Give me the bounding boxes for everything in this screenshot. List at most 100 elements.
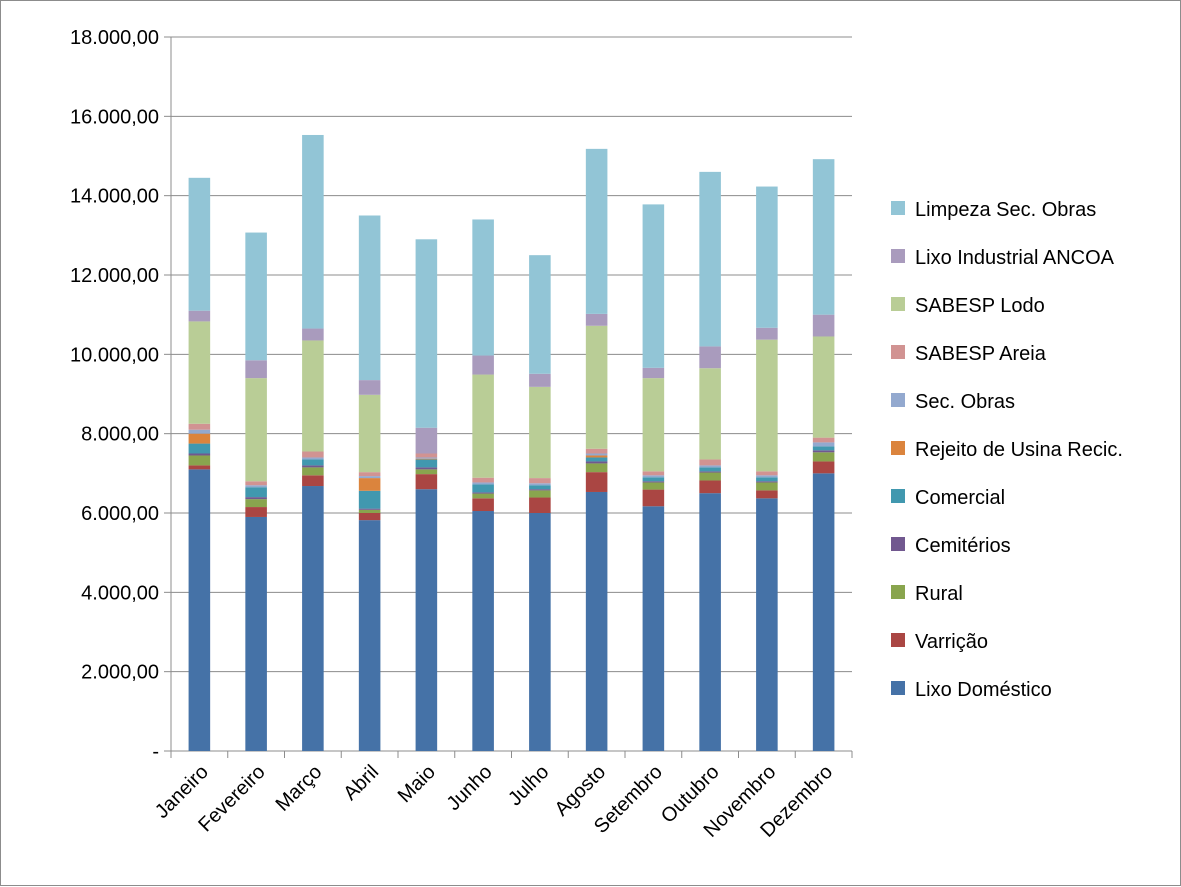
bar-segment xyxy=(302,451,324,458)
y-tick-label: 14.000,00 xyxy=(70,186,159,208)
bar-segment xyxy=(245,487,267,498)
legend-swatch xyxy=(891,441,905,455)
y-tick-label: 10.000,00 xyxy=(70,344,159,366)
bar-segment xyxy=(812,446,835,451)
bar-segment xyxy=(245,485,267,488)
bar-segment xyxy=(699,480,721,494)
bar-segment xyxy=(756,475,778,478)
bar-segment xyxy=(245,378,267,482)
bar-segment xyxy=(585,148,608,314)
bar-segment xyxy=(585,448,608,454)
bar-segment xyxy=(529,489,551,491)
bar-segment xyxy=(756,471,778,476)
bar-segment xyxy=(358,472,381,477)
bar-segment xyxy=(358,490,381,509)
y-tick-label: 16.000,00 xyxy=(70,106,159,128)
bar-segment xyxy=(699,471,721,473)
bar-segment xyxy=(585,313,608,326)
legend-swatch xyxy=(891,201,905,215)
bar-segment xyxy=(415,459,438,468)
legend-label: Limpeza Sec. Obras xyxy=(915,199,1096,221)
x-tick-label: Junho xyxy=(443,761,497,815)
bar-segment xyxy=(472,374,494,478)
bar-segment xyxy=(699,472,721,481)
bar-segment xyxy=(302,340,324,452)
axes xyxy=(164,36,853,758)
bar-segment xyxy=(585,457,608,462)
bar-segment xyxy=(472,511,494,751)
bar-segment xyxy=(585,463,608,473)
bar-segment xyxy=(188,469,211,751)
bar-segment xyxy=(642,481,665,483)
bar-segment xyxy=(642,367,665,379)
bar-segment xyxy=(529,386,551,479)
bar-segment xyxy=(472,477,494,483)
bar-segment xyxy=(529,373,551,387)
bar-segment xyxy=(756,498,778,751)
y-tick-label: 12.000,00 xyxy=(70,265,159,287)
bar-segment xyxy=(358,380,381,395)
bar-segment xyxy=(302,134,324,329)
bar-segment xyxy=(642,471,665,476)
bar-segment xyxy=(358,478,381,491)
legend-swatch xyxy=(891,297,905,311)
legend-label: Lixo Industrial ANCOA xyxy=(915,247,1115,269)
legend-label: SABESP Areia xyxy=(915,343,1047,365)
bar-segment xyxy=(188,453,211,456)
bar-segment xyxy=(415,427,438,454)
bar-segment xyxy=(188,321,211,424)
bar-segment xyxy=(415,489,438,751)
legend-label: Varrição xyxy=(915,631,988,653)
bar-segment xyxy=(642,378,665,472)
bar-segment xyxy=(756,339,778,472)
bar-segment xyxy=(245,481,267,486)
legend-swatch xyxy=(891,489,905,503)
bar-segment xyxy=(245,497,267,500)
bar-segment xyxy=(188,433,211,444)
legend-label: Lixo Doméstico xyxy=(915,679,1052,701)
bar-segment xyxy=(415,458,438,460)
bar-segment xyxy=(415,239,438,428)
legend-swatch xyxy=(891,393,905,407)
legend-swatch xyxy=(891,249,905,263)
bar-segment xyxy=(699,368,721,460)
bar-segment xyxy=(415,467,438,470)
legend-swatch xyxy=(891,537,905,551)
y-tick-label: 4.000,00 xyxy=(81,582,159,604)
legend: Limpeza Sec. Obras Lixo Industrial ANCOA S… xyxy=(891,199,1123,701)
bar-segment xyxy=(188,443,211,454)
bar-segment xyxy=(585,461,608,464)
bar-segment xyxy=(812,442,835,447)
bar-segment xyxy=(358,476,381,479)
bar-segment xyxy=(699,467,721,472)
legend-label: Comercial xyxy=(915,487,1005,509)
x-tick-label: Abril xyxy=(339,761,383,805)
bar-segment xyxy=(529,255,551,374)
bar-segment xyxy=(529,513,551,751)
bar-segment xyxy=(642,204,665,368)
bar-segment xyxy=(302,459,324,466)
bar-segment xyxy=(472,355,494,375)
bar-segment xyxy=(812,159,835,315)
bar-segment xyxy=(756,490,778,499)
bar-segment xyxy=(812,437,835,443)
bar-segment xyxy=(529,483,551,486)
bar-segment xyxy=(245,499,267,508)
bar-segment xyxy=(302,457,324,460)
bar-segment xyxy=(642,475,665,478)
bar-segment xyxy=(415,457,438,459)
bar-segment xyxy=(302,475,324,487)
bar-segment xyxy=(415,474,438,490)
legend-swatch xyxy=(891,681,905,695)
bar-segment xyxy=(812,452,835,462)
bar-segment xyxy=(529,478,551,484)
legend-swatch xyxy=(891,345,905,359)
legend-swatch xyxy=(891,585,905,599)
bar-segment xyxy=(188,177,211,311)
bar-segment xyxy=(472,493,494,499)
bar-segment xyxy=(472,219,494,356)
bar-segment xyxy=(358,513,381,521)
bar-segment xyxy=(188,455,211,466)
legend-label: Rural xyxy=(915,583,963,605)
